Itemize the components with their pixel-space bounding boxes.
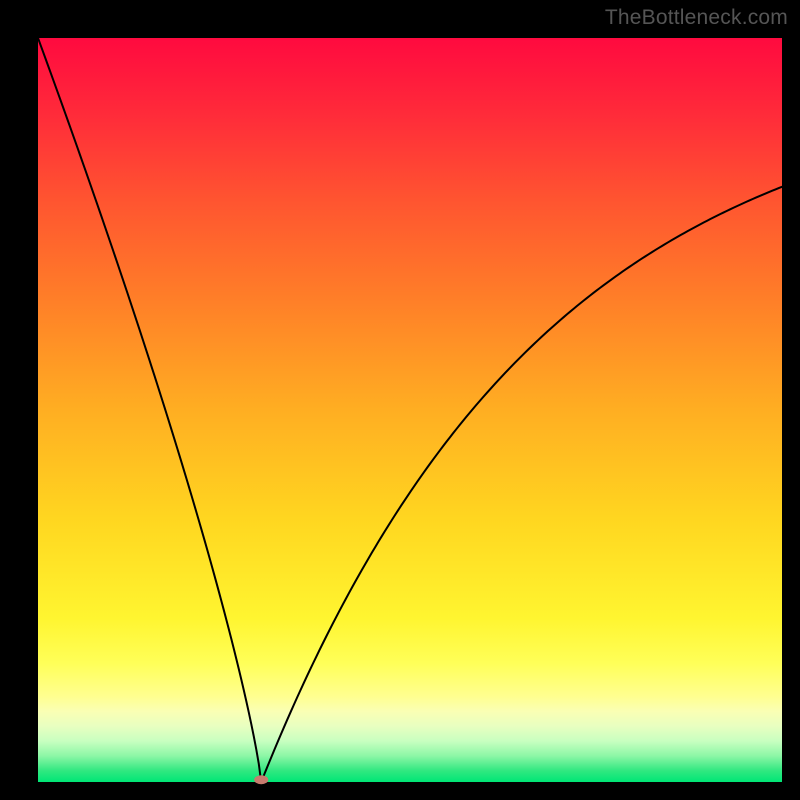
plot-background <box>38 38 782 782</box>
watermark-text: TheBottleneck.com <box>605 6 788 30</box>
chart-svg <box>0 0 800 800</box>
minimum-marker <box>254 775 268 784</box>
chart-stage: TheBottleneck.com <box>0 0 800 800</box>
